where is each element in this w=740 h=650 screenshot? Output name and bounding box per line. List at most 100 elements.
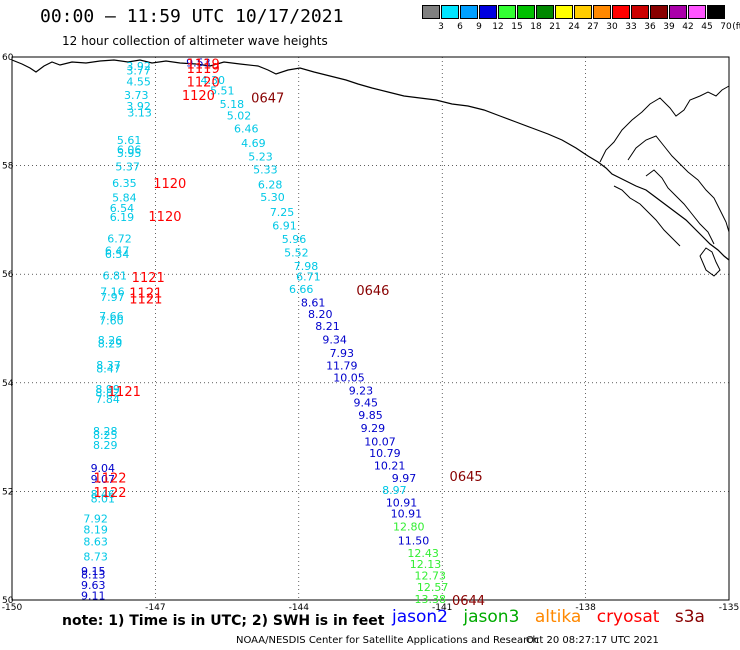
wave-height-label: 5.52 (284, 246, 309, 259)
wave-height-label: 8.46 (91, 488, 116, 501)
satellite-legend: jason2 jason3 altika cryosat s3a (392, 607, 715, 627)
wave-height-label: 12.43 (407, 547, 439, 560)
wave-height-label: 6.54 (105, 248, 130, 261)
pass-time-label: 0647 (251, 92, 284, 107)
coastline (11, 59, 730, 277)
wave-height-label: 8.13 (81, 568, 106, 581)
wave-height-label: 10.21 (374, 459, 406, 472)
wave-height-label: 6.54 (110, 202, 135, 215)
legend-swatch (593, 5, 611, 19)
legend-label: 15 (511, 22, 523, 32)
lon-tick-label: -141 (432, 603, 452, 613)
lat-tick-label: 60 (2, 53, 14, 63)
wave-height-label: 8.97 (382, 484, 407, 497)
wave-height-label: 13.38 (415, 593, 447, 606)
wave-height-label: 10.07 (364, 435, 396, 448)
legend-swatch (612, 5, 630, 19)
wave-height-label: 8.37 (96, 359, 121, 372)
pass-time-label: 1119 (187, 58, 220, 73)
pass-time-label: 1121 (132, 271, 165, 286)
lon-tick-label: -144 (289, 603, 310, 613)
wave-height-label: 9.11 (81, 590, 106, 603)
wave-height-label: 6.81 (103, 269, 128, 282)
wave-height-label: 9.29 (361, 422, 386, 435)
wave-height-label: 9.34 (322, 333, 347, 346)
pass-time-label: 0644 (452, 594, 485, 609)
color-legend (422, 5, 726, 19)
wave-height-label: 10.05 (333, 371, 365, 384)
pass-time-label: 0646 (356, 284, 389, 299)
wave-height-label: 6.66 (289, 283, 314, 296)
legend-label: 3 (438, 22, 444, 32)
wave-height-label: 8.61 (301, 296, 326, 309)
legend-swatch (536, 5, 554, 19)
satellite-jason3: jason3 (463, 607, 520, 627)
wave-height-label: 5.84 (112, 192, 137, 205)
lon-tick-label: -135 (719, 603, 739, 613)
wave-height-label: 7.92 (83, 513, 108, 526)
pass-time-label: 1120 (153, 177, 186, 192)
pass-time-label: 1119 (187, 62, 220, 77)
wave-height-label: 8.25 (93, 429, 118, 442)
map-frame (11, 56, 730, 601)
wave-height-label: 3.77 (126, 65, 151, 78)
legend-unit: (ft) (732, 22, 740, 32)
map-note: note: 1) Time is in UTC; 2) SWH is in fe… (62, 613, 385, 629)
legend-label: 42 (682, 22, 694, 32)
wave-height-label: 9.63 (81, 579, 106, 592)
wave-height-label: 8.82 (95, 387, 120, 400)
wave-height-label: 4.55 (126, 75, 151, 88)
wave-height-label: 11.50 (398, 534, 430, 547)
wave-height-label: 6.91 (272, 219, 297, 232)
wave-height-label: 6.47 (105, 244, 130, 257)
wave-height-label: 4.69 (241, 137, 266, 150)
wave-height-label: 3.73 (124, 89, 149, 102)
wave-height-label: 8.19 (83, 523, 108, 536)
wave-height-label: 7.60 (99, 314, 124, 327)
wave-height-label: 5.23 (248, 150, 273, 163)
wave-height-label: 8.29 (98, 338, 123, 351)
wave-height-label: 5.18 (220, 98, 245, 111)
legend-label: 24 (568, 22, 580, 32)
legend-swatch (707, 5, 725, 19)
lat-tick-label: 52 (2, 487, 13, 497)
satellite-jason2: jason2 (392, 607, 448, 627)
wave-height-label: 4.30 (201, 74, 226, 87)
legend-swatch (555, 5, 573, 19)
lon-tick-label: -147 (145, 603, 165, 613)
legend-swatch (517, 5, 535, 19)
wave-height-label: 8.26 (98, 334, 123, 347)
southeast-alaska-islands (599, 85, 730, 277)
wave-height-label: 3.92 (126, 100, 151, 113)
wave-height-label: 5.37 (115, 161, 140, 174)
lon-tick-label: -138 (575, 603, 596, 613)
wave-height-label: 6.35 (112, 177, 137, 190)
legend-swatch (479, 5, 497, 19)
wave-height-label: 9.45 (353, 396, 378, 409)
pass-time-label: 0645 (450, 470, 483, 485)
wave-height-label: 9.07 (91, 473, 116, 486)
legend-label: 18 (530, 22, 542, 32)
wave-height-label: 5.02 (227, 110, 252, 123)
satellite-s3a: s3a (674, 607, 705, 627)
wave-height-label: 8.20 (308, 308, 333, 321)
legend-swatch (650, 5, 668, 19)
alaska-coastline (11, 59, 730, 261)
legend-label: 6 (457, 22, 463, 32)
wave-height-label: 7.84 (95, 393, 120, 406)
lat-tick-label: 58 (2, 162, 14, 172)
legend-label: 30 (606, 22, 618, 32)
pass-time-label: 1121 (129, 287, 162, 302)
legend-swatch (631, 5, 649, 19)
legend-label: 70 (720, 22, 732, 32)
legend-swatch (460, 5, 478, 19)
legend-swatch (574, 5, 592, 19)
lat-tick-label: 54 (2, 379, 14, 389)
wave-height-label: 8.21 (315, 320, 340, 333)
legend-swatch (498, 5, 516, 19)
map-title: 00:00 – 11:59 UTC 10/17/2021 (40, 6, 344, 27)
lat-tick-label: 56 (2, 270, 14, 280)
lon-tick-label: -150 (2, 603, 23, 613)
timestamp: Oct 20 08:27:17 UTC 2021 (526, 635, 659, 646)
